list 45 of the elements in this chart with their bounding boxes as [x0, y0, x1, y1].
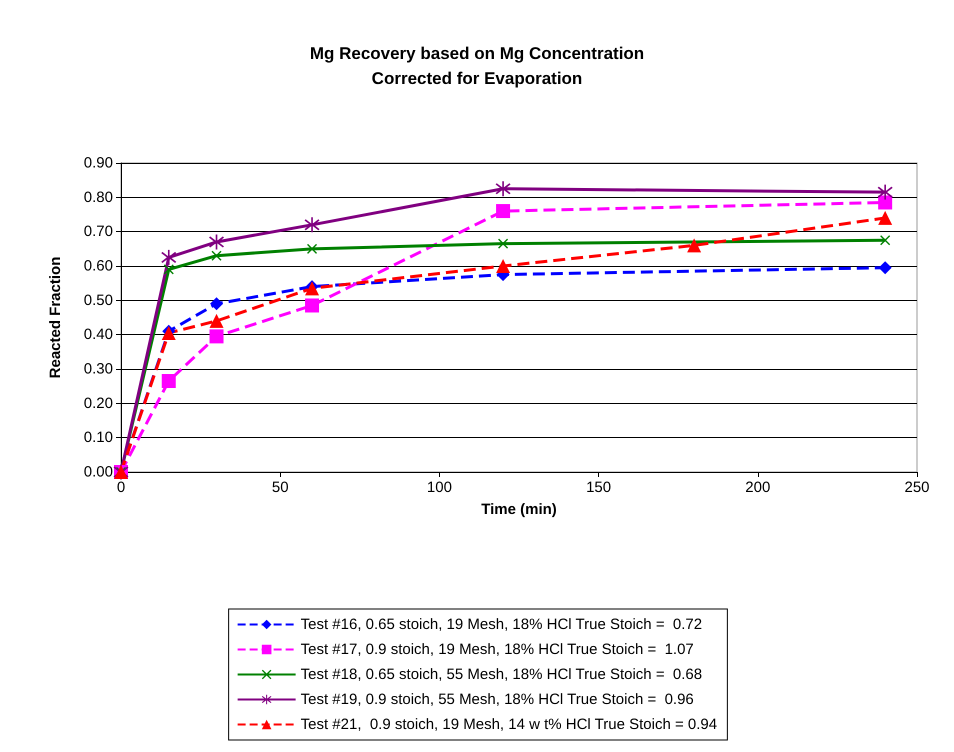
- x-tick-label: 200: [745, 479, 770, 496]
- y-tick-label: 0.70: [84, 223, 113, 240]
- point: [496, 259, 510, 273]
- point: [210, 329, 224, 344]
- y-tick-label: 0.30: [84, 360, 113, 378]
- y-tick-label: 0.20: [84, 394, 113, 412]
- point: [880, 235, 890, 246]
- point: [212, 250, 222, 261]
- point: [164, 264, 174, 274]
- point: [304, 217, 320, 232]
- legend-label: Test #19, 0.9 stoich, 55 Mesh, 18% HCl True Stoich = 0.96: [300, 691, 694, 708]
- x-tick-label: 100: [426, 479, 452, 496]
- x-tick-label: 250: [904, 479, 930, 496]
- point: [498, 238, 508, 249]
- point: [305, 298, 320, 312]
- y-tick-label: 0.80: [84, 188, 113, 206]
- point: [878, 261, 892, 274]
- y-tick-label: 0.00: [84, 464, 113, 480]
- point: [210, 297, 224, 310]
- x-tick-label: 0: [116, 479, 126, 496]
- y-tick-label: 0.60: [84, 258, 113, 274]
- point: [878, 195, 892, 210]
- point: [162, 374, 176, 388]
- y-tick-label: 0.50: [84, 292, 113, 309]
- y-tick-label: 0.10: [84, 429, 113, 446]
- point: [878, 184, 893, 200]
- point: [161, 250, 176, 265]
- y-tick-label: 0.40: [84, 326, 113, 344]
- chart-title: Mg Recovery based on Mg Concentration Corrected for Evaporation: [310, 44, 644, 88]
- x-axis-title: Time (min): [481, 501, 557, 518]
- point: [687, 238, 702, 252]
- point: [496, 181, 511, 196]
- point: [496, 204, 510, 218]
- point: [209, 234, 224, 250]
- legend-label: Test #18, 0.65 stoich, 55 Mesh, 18% HCl True Stoich = 0.68: [300, 666, 702, 683]
- x-tick-label: 50: [272, 479, 289, 496]
- point: [210, 314, 224, 328]
- legend-label: Test #21, 0.9 stoich, 19 Mesh, 14 w t% HCl True Stoich = 0.94: [300, 716, 718, 733]
- x-tick-label: 150: [586, 479, 612, 496]
- y-axis-title: Reacted Fraction: [47, 256, 64, 378]
- legend-label: Test #16, 0.65 stoich, 19 Mesh, 18% HCl True Stoich = 0.72: [300, 616, 702, 633]
- y-tick-label: 0.90: [84, 154, 113, 172]
- point: [878, 210, 892, 225]
- point: [307, 244, 318, 254]
- legend-label: Test #17, 0.9 stoich, 19 Mesh, 18% HCl True Stoich = 1.07: [300, 641, 694, 658]
